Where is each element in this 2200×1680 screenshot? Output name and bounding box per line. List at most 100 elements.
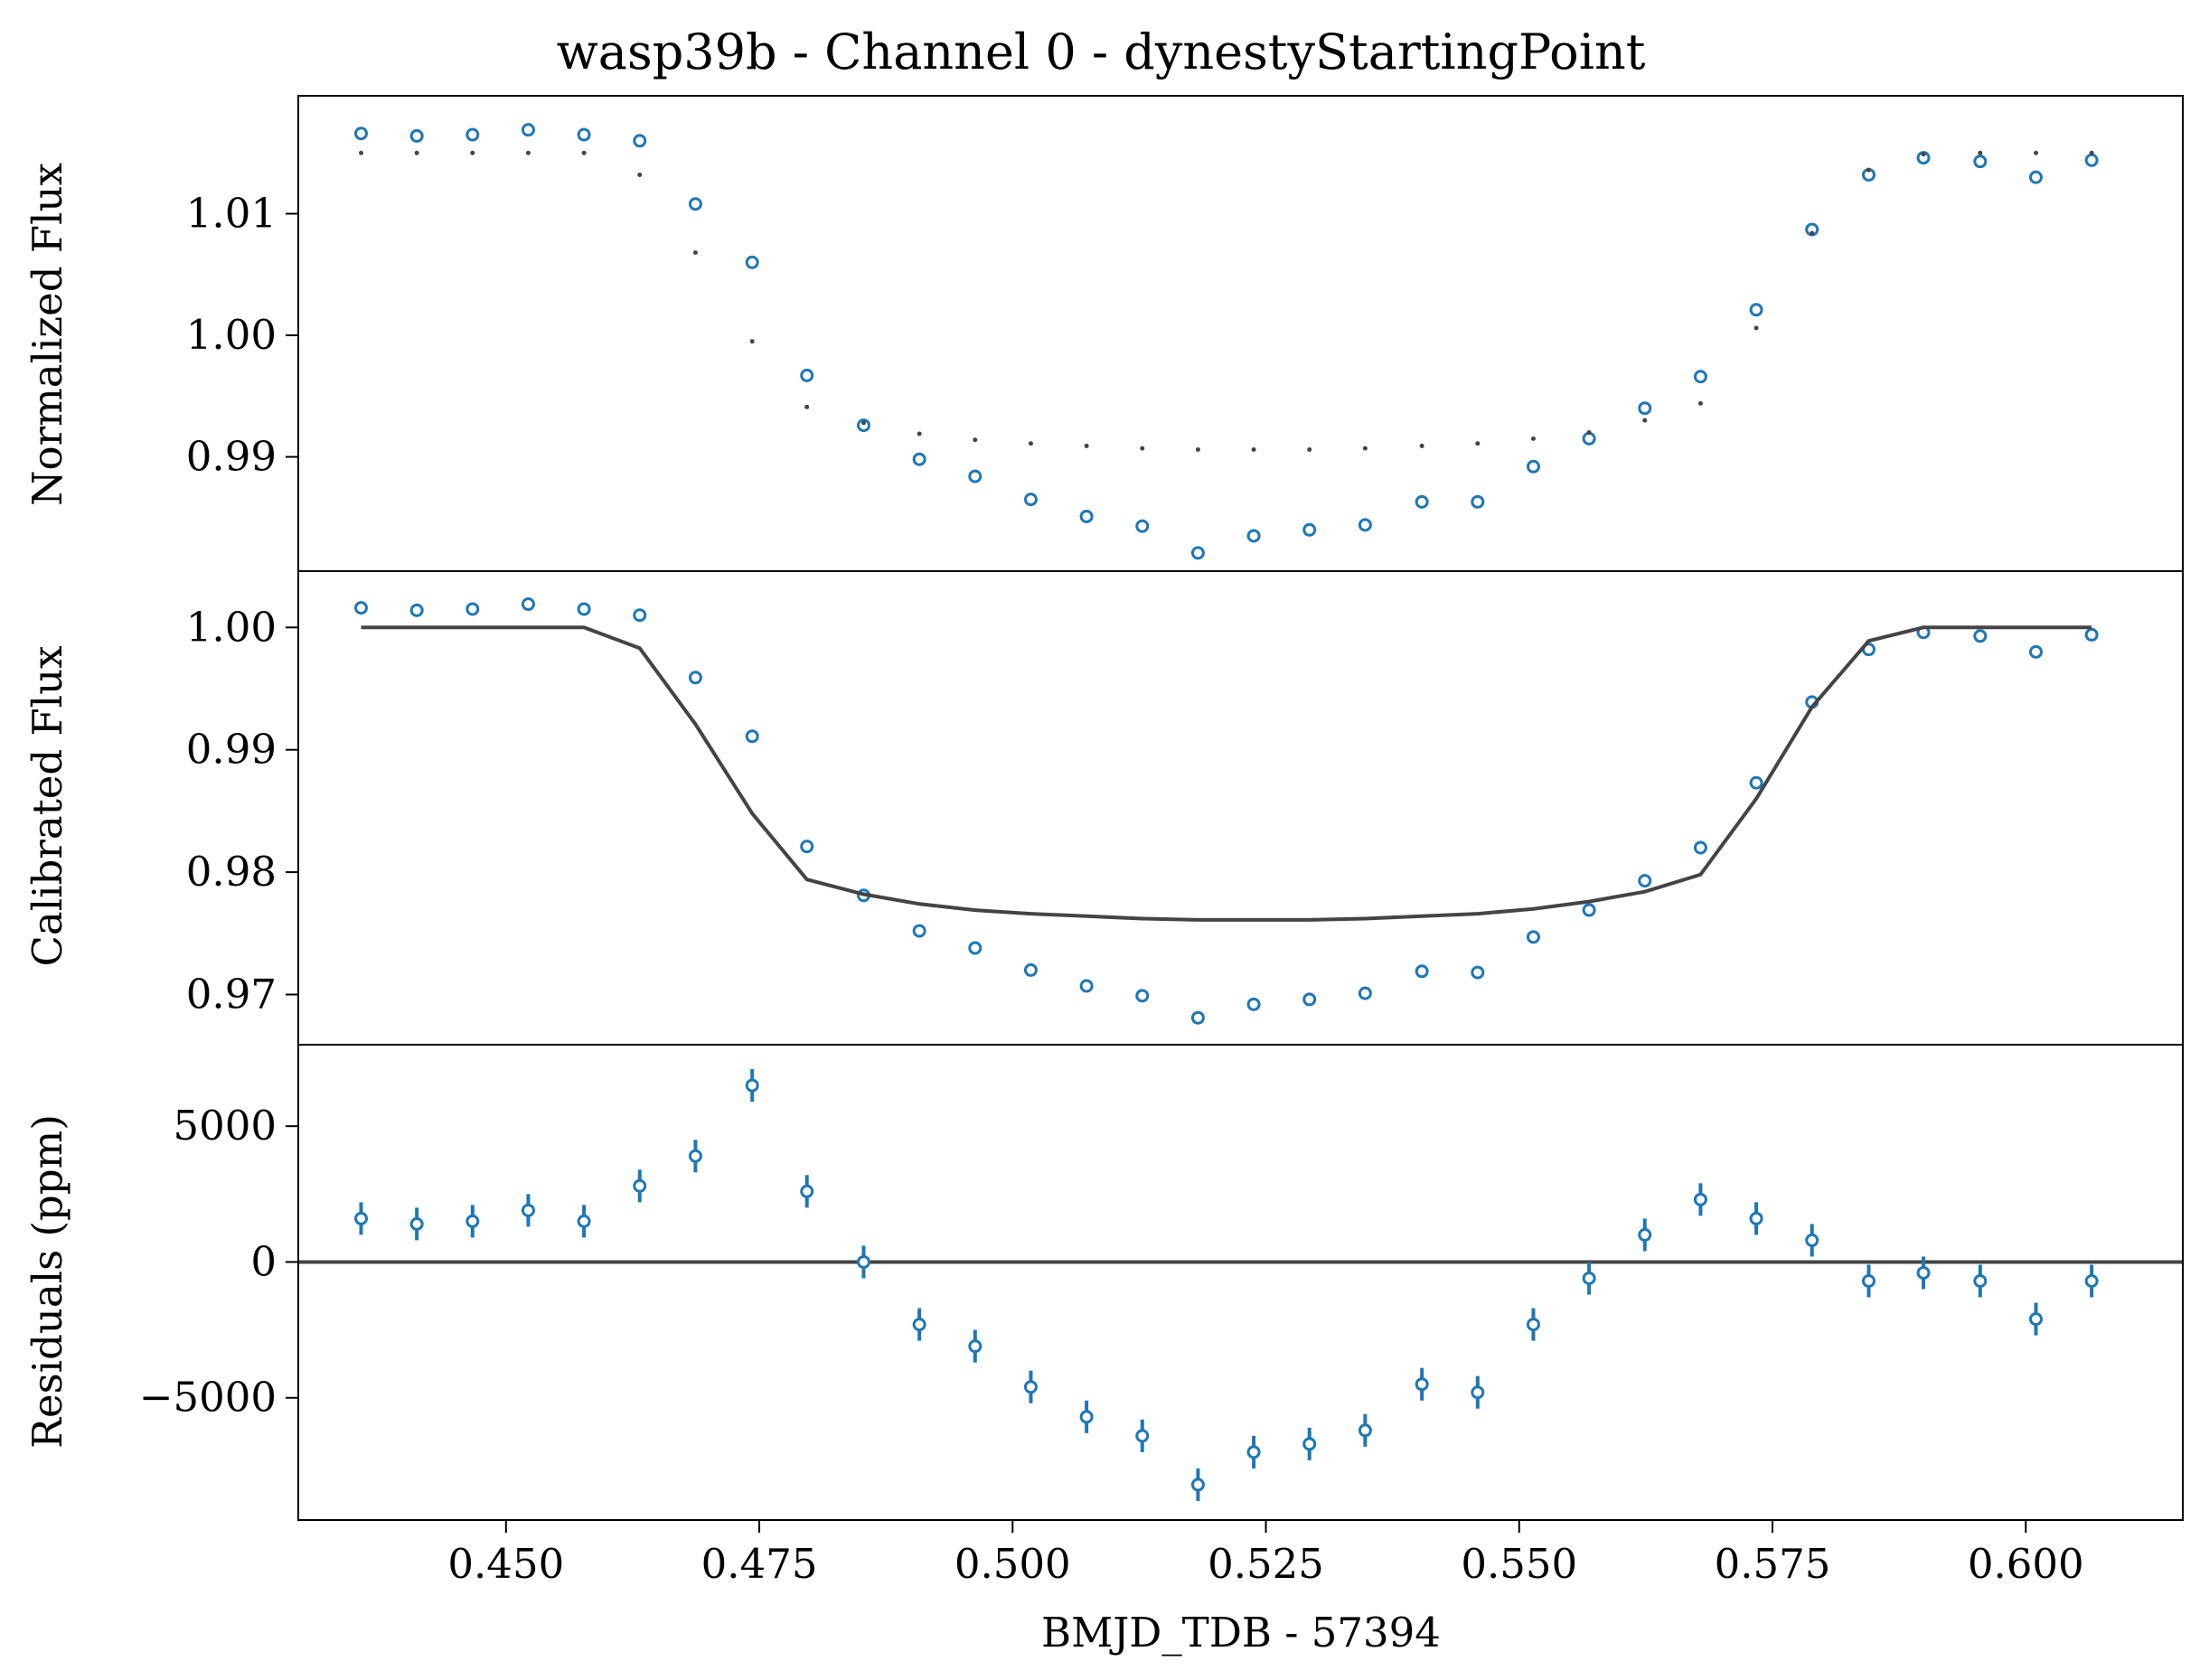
data-point <box>1526 930 1540 944</box>
data-point <box>409 1216 424 1231</box>
data-point <box>968 1339 982 1354</box>
data-point <box>1023 962 1038 977</box>
data-point <box>800 368 814 382</box>
data-point <box>1862 1273 1876 1288</box>
data-point <box>800 1184 814 1198</box>
model-point <box>1362 446 1368 451</box>
y-tick-label: 0.97 <box>186 970 277 1018</box>
y-tick-label: 1.01 <box>186 189 277 237</box>
data-point <box>912 924 926 938</box>
data-point <box>1135 519 1150 533</box>
data-point <box>354 127 368 141</box>
model-point <box>1475 441 1481 446</box>
model-line <box>361 625 2092 922</box>
data-point <box>1079 509 1094 523</box>
data-point <box>2084 627 2099 642</box>
normalized-flux-panel: 0.99 1.00 1.01 <box>186 95 2184 572</box>
model-point <box>1140 446 1145 451</box>
data-point <box>1190 1010 1205 1025</box>
model-point <box>1530 436 1536 441</box>
model-point <box>637 172 643 177</box>
x-tick-label: 0.475 <box>701 1540 818 1588</box>
x-axis-label: BMJD_TDB - 57394 <box>1041 1609 1441 1657</box>
data-point <box>633 608 647 623</box>
data-point <box>1471 1385 1485 1400</box>
data-point <box>2028 1312 2043 1327</box>
model-point <box>1810 230 1815 236</box>
data-point <box>1693 370 1707 384</box>
model-point <box>1697 400 1703 406</box>
data-point <box>409 603 424 617</box>
model-point <box>1586 430 1592 436</box>
residuals-panel: −5000 0 5000 0.450 0.475 0.500 0.525 0.550 0.575… <box>139 1044 2184 1588</box>
data-point <box>354 1211 368 1225</box>
model-point <box>973 437 978 443</box>
data-point <box>1973 629 1988 643</box>
model-point <box>359 150 363 155</box>
data-point <box>577 1214 591 1228</box>
data-point <box>1023 1380 1038 1394</box>
data-point <box>2084 153 2099 167</box>
data-point <box>1246 529 1261 543</box>
data-point <box>1749 1211 1763 1225</box>
model-point <box>470 150 475 155</box>
data-point <box>745 255 759 269</box>
data-point <box>1190 1478 1205 1492</box>
data-point <box>354 601 368 615</box>
data-point <box>1079 1410 1094 1424</box>
data-point <box>688 197 702 211</box>
figure-title: wasp39b - Channel 0 - dynestyStartingPoi… <box>557 23 1646 80</box>
data-point <box>1749 775 1763 790</box>
x-tick-label: 0.550 <box>1461 1540 1577 1588</box>
residuals-ylabel: Residuals (ppm) <box>24 1114 71 1449</box>
data-point <box>1638 401 1652 416</box>
model-point <box>2089 150 2094 155</box>
data-point <box>1190 546 1205 560</box>
model-point <box>692 250 698 256</box>
data-point <box>1973 155 1988 169</box>
y-tick-label: 0.99 <box>186 433 277 481</box>
axes-frame <box>297 95 2184 572</box>
data-point <box>1415 964 1429 979</box>
model-point <box>861 420 866 426</box>
data-point <box>1358 518 1372 532</box>
model-point <box>525 150 531 155</box>
x-tick-label: 0.600 <box>1968 1540 2084 1588</box>
data-point <box>1973 1273 1988 1288</box>
calibrated-flux-ylabel: Calibrated Flux <box>24 646 71 967</box>
data-point <box>1582 1271 1596 1285</box>
data-point <box>800 840 814 854</box>
model-point <box>1866 167 1871 173</box>
x-tick-label: 0.575 <box>1715 1540 1831 1588</box>
axes-frame <box>297 1044 2184 1521</box>
model-point <box>1753 325 1759 331</box>
data-point <box>1415 1377 1429 1392</box>
data-point <box>633 134 647 148</box>
data-point <box>1638 1227 1652 1242</box>
x-tick-label: 0.500 <box>954 1540 1071 1588</box>
data-point <box>1358 986 1372 1000</box>
data-point <box>1358 1423 1372 1438</box>
data-point <box>409 128 424 143</box>
y-tick-label: −5000 <box>139 1374 277 1422</box>
data-point <box>633 1178 647 1193</box>
data-point <box>1749 303 1763 317</box>
model-point <box>1921 152 1926 157</box>
data-point <box>1246 997 1261 1011</box>
data-point <box>1415 494 1429 509</box>
model-point <box>1419 443 1424 448</box>
data-point <box>465 602 480 616</box>
data-point <box>465 127 480 142</box>
data-point <box>912 1318 926 1332</box>
y-tick-label: 1.00 <box>186 311 277 359</box>
data-point <box>1023 493 1038 507</box>
x-tick-label: 0.525 <box>1208 1540 1324 1588</box>
data-point <box>745 729 759 744</box>
normalized-flux-ylabel: Normalized Flux <box>24 163 71 506</box>
model-point <box>917 431 922 436</box>
model-point <box>414 150 419 155</box>
model-point <box>1978 150 1983 155</box>
model-point <box>1307 446 1312 452</box>
y-tick-label: 1.00 <box>186 603 277 651</box>
model-point <box>804 404 810 409</box>
